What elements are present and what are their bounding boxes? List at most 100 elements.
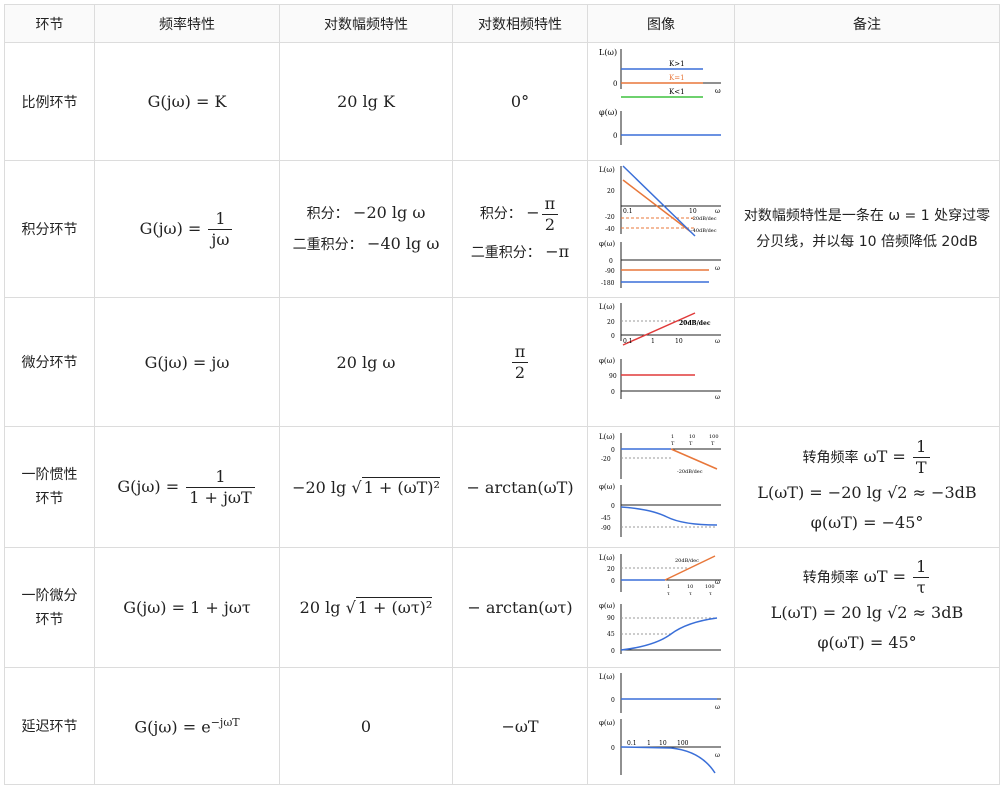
svg-text:-90: -90	[605, 268, 615, 275]
svg-text:T: T	[689, 441, 693, 447]
table-row: 积分环节 G(jω) = 1 jω 积分： −20 lg ω 二重积分： −40 …	[4, 160, 1000, 298]
note	[734, 297, 1000, 427]
svg-text:ω: ω	[715, 265, 720, 272]
bode-plot-cell: L(ω) 0 -20 1 T 10 T 100 T -20dB/dec φ(ω)	[587, 426, 735, 548]
svg-text:L(ω): L(ω)	[599, 166, 615, 174]
svg-text:90: 90	[607, 615, 615, 622]
svg-text:0: 0	[611, 447, 615, 454]
svg-text:φ(ω): φ(ω)	[599, 240, 615, 248]
svg-text:45: 45	[607, 631, 615, 638]
svg-text:20: 20	[607, 566, 615, 573]
table-row: 一阶微分 环节 G(jω) = 1 + jωτ 20 lg √ 1 + (ωτ)²…	[4, 547, 1000, 668]
svg-text:0.1: 0.1	[627, 740, 637, 747]
svg-text:T: T	[711, 441, 715, 447]
svg-text:10: 10	[689, 208, 697, 215]
svg-text:0.1: 0.1	[623, 208, 633, 215]
svg-text:φ(ω): φ(ω)	[599, 483, 615, 491]
svg-text:10: 10	[687, 584, 693, 590]
log-magnitude: 20 lg K	[279, 42, 453, 161]
svg-text:τ: τ	[667, 591, 670, 597]
svg-text:-40dB/dec: -40dB/dec	[691, 228, 717, 234]
bode-plot-differential: L(ω) 20 0 20dB/dec 0.1 1 10 ω φ(ω) 90 0 …	[599, 303, 721, 401]
svg-text:-20: -20	[601, 456, 611, 463]
bode-plot-inertia: L(ω) 0 -20 1 T 10 T 100 T -20dB/dec φ(ω)	[599, 433, 721, 537]
bode-plot-cell: L(ω) 20 0 20dB/dec 0.1 1 10 ω φ(ω) 90 0 …	[587, 297, 735, 427]
header-note: 备注	[734, 4, 1000, 43]
svg-text:0: 0	[611, 648, 615, 655]
characteristics-table: 环节 频率特性 对数幅频特性 对数相频特性 图像 备注 比例环节 G(jω) =…	[4, 4, 1000, 785]
svg-text:100: 100	[677, 740, 689, 747]
svg-text:-20dB/dec: -20dB/dec	[691, 216, 717, 222]
svg-text:ω: ω	[715, 338, 720, 345]
header-log-phase: 对数相频特性	[452, 4, 588, 43]
svg-text:ω: ω	[715, 579, 720, 586]
svg-text:K<1: K<1	[669, 88, 685, 96]
log-phase: 积分： − π 2 二重积分： −π	[452, 160, 588, 298]
svg-text:φ(ω): φ(ω)	[599, 108, 617, 117]
svg-text:ω: ω	[715, 704, 720, 711]
svg-text:-180: -180	[601, 280, 615, 287]
svg-text:0: 0	[611, 745, 615, 752]
bode-plot-proportional: L(ω) 0 K>1 K=1 K<1 ω φ(ω) 0	[599, 48, 721, 145]
bode-plot-integral: L(ω) 20 -20 -40 0.1 10 ω -20dB/dec -40dB…	[599, 165, 721, 288]
table-row: 延迟环节 G(jω) = e−jωT 0 −ωT L(ω) 0 ω φ(ω) 0	[4, 667, 1000, 785]
svg-text:ω: ω	[715, 752, 720, 759]
log-magnitude: 20 lg √ 1 + (ωτ)²	[279, 547, 453, 668]
svg-text:20: 20	[607, 188, 615, 195]
svg-text:20: 20	[607, 319, 615, 326]
svg-text:1: 1	[647, 740, 651, 747]
svg-text:10: 10	[689, 434, 695, 440]
svg-text:-45: -45	[601, 515, 611, 522]
svg-text:0: 0	[613, 80, 617, 88]
svg-text:-40: -40	[605, 226, 615, 233]
svg-text:1: 1	[667, 584, 670, 590]
bode-plot-cell: L(ω) 20 -20 -40 0.1 10 ω -20dB/dec -40dB…	[587, 160, 735, 298]
header-log-magnitude: 对数幅频特性	[279, 4, 453, 43]
svg-text:100: 100	[709, 434, 719, 440]
svg-text:0: 0	[613, 132, 617, 140]
svg-text:0: 0	[609, 258, 613, 265]
header-element: 环节	[4, 4, 95, 43]
svg-text:20dB/dec: 20dB/dec	[679, 320, 711, 327]
bode-plot-cell: L(ω) 0 ω φ(ω) 0 0.1 1 10 100 ω	[587, 667, 735, 785]
log-magnitude: −20 lg √ 1 + (ωT)²	[279, 426, 453, 548]
svg-text:τ: τ	[709, 591, 712, 597]
svg-text:1: 1	[671, 434, 674, 440]
note	[734, 42, 1000, 161]
element-name: 微分环节	[4, 297, 95, 427]
bode-plot-first-order-differential: L(ω) 20 0 20dB/dec 1 τ 10 τ 100 τ ω	[599, 553, 721, 655]
svg-text:ω: ω	[715, 394, 720, 401]
element-name: 延迟环节	[4, 667, 95, 785]
svg-text:100: 100	[705, 584, 715, 590]
svg-text:90: 90	[609, 373, 617, 380]
svg-text:10: 10	[675, 338, 683, 345]
svg-text:τ: τ	[689, 591, 692, 597]
svg-text:-20: -20	[605, 214, 615, 221]
svg-text:K>1: K>1	[669, 60, 685, 68]
log-phase: − arctan(ωT)	[452, 426, 588, 548]
header-frequency-response: 频率特性	[94, 4, 280, 43]
fraction: 1 jω	[208, 209, 233, 250]
frequency-response: G(jω) = K	[94, 42, 280, 161]
log-phase: − arctan(ωτ)	[452, 547, 588, 668]
svg-text:0: 0	[611, 697, 615, 704]
header-row: 环节 频率特性 对数幅频特性 对数相频特性 图像 备注	[4, 4, 1000, 43]
svg-text:L(ω): L(ω)	[599, 303, 615, 311]
frequency-response: G(jω) = 1 + jωτ	[94, 547, 280, 668]
svg-text:L(ω): L(ω)	[599, 48, 617, 57]
svg-text:L(ω): L(ω)	[599, 554, 615, 562]
element-name: 积分环节	[4, 160, 95, 298]
element-name: 一阶惯性 环节	[4, 426, 95, 548]
svg-text:10: 10	[659, 740, 667, 747]
log-magnitude: 20 lg ω	[279, 297, 453, 427]
svg-text:-90: -90	[601, 525, 611, 532]
svg-text:φ(ω): φ(ω)	[599, 602, 615, 610]
header-image: 图像	[587, 4, 735, 43]
log-magnitude: 0	[279, 667, 453, 785]
svg-text:0: 0	[611, 578, 615, 585]
svg-text:ω: ω	[715, 87, 721, 95]
frequency-response: G(jω) = e−jωT	[94, 667, 280, 785]
